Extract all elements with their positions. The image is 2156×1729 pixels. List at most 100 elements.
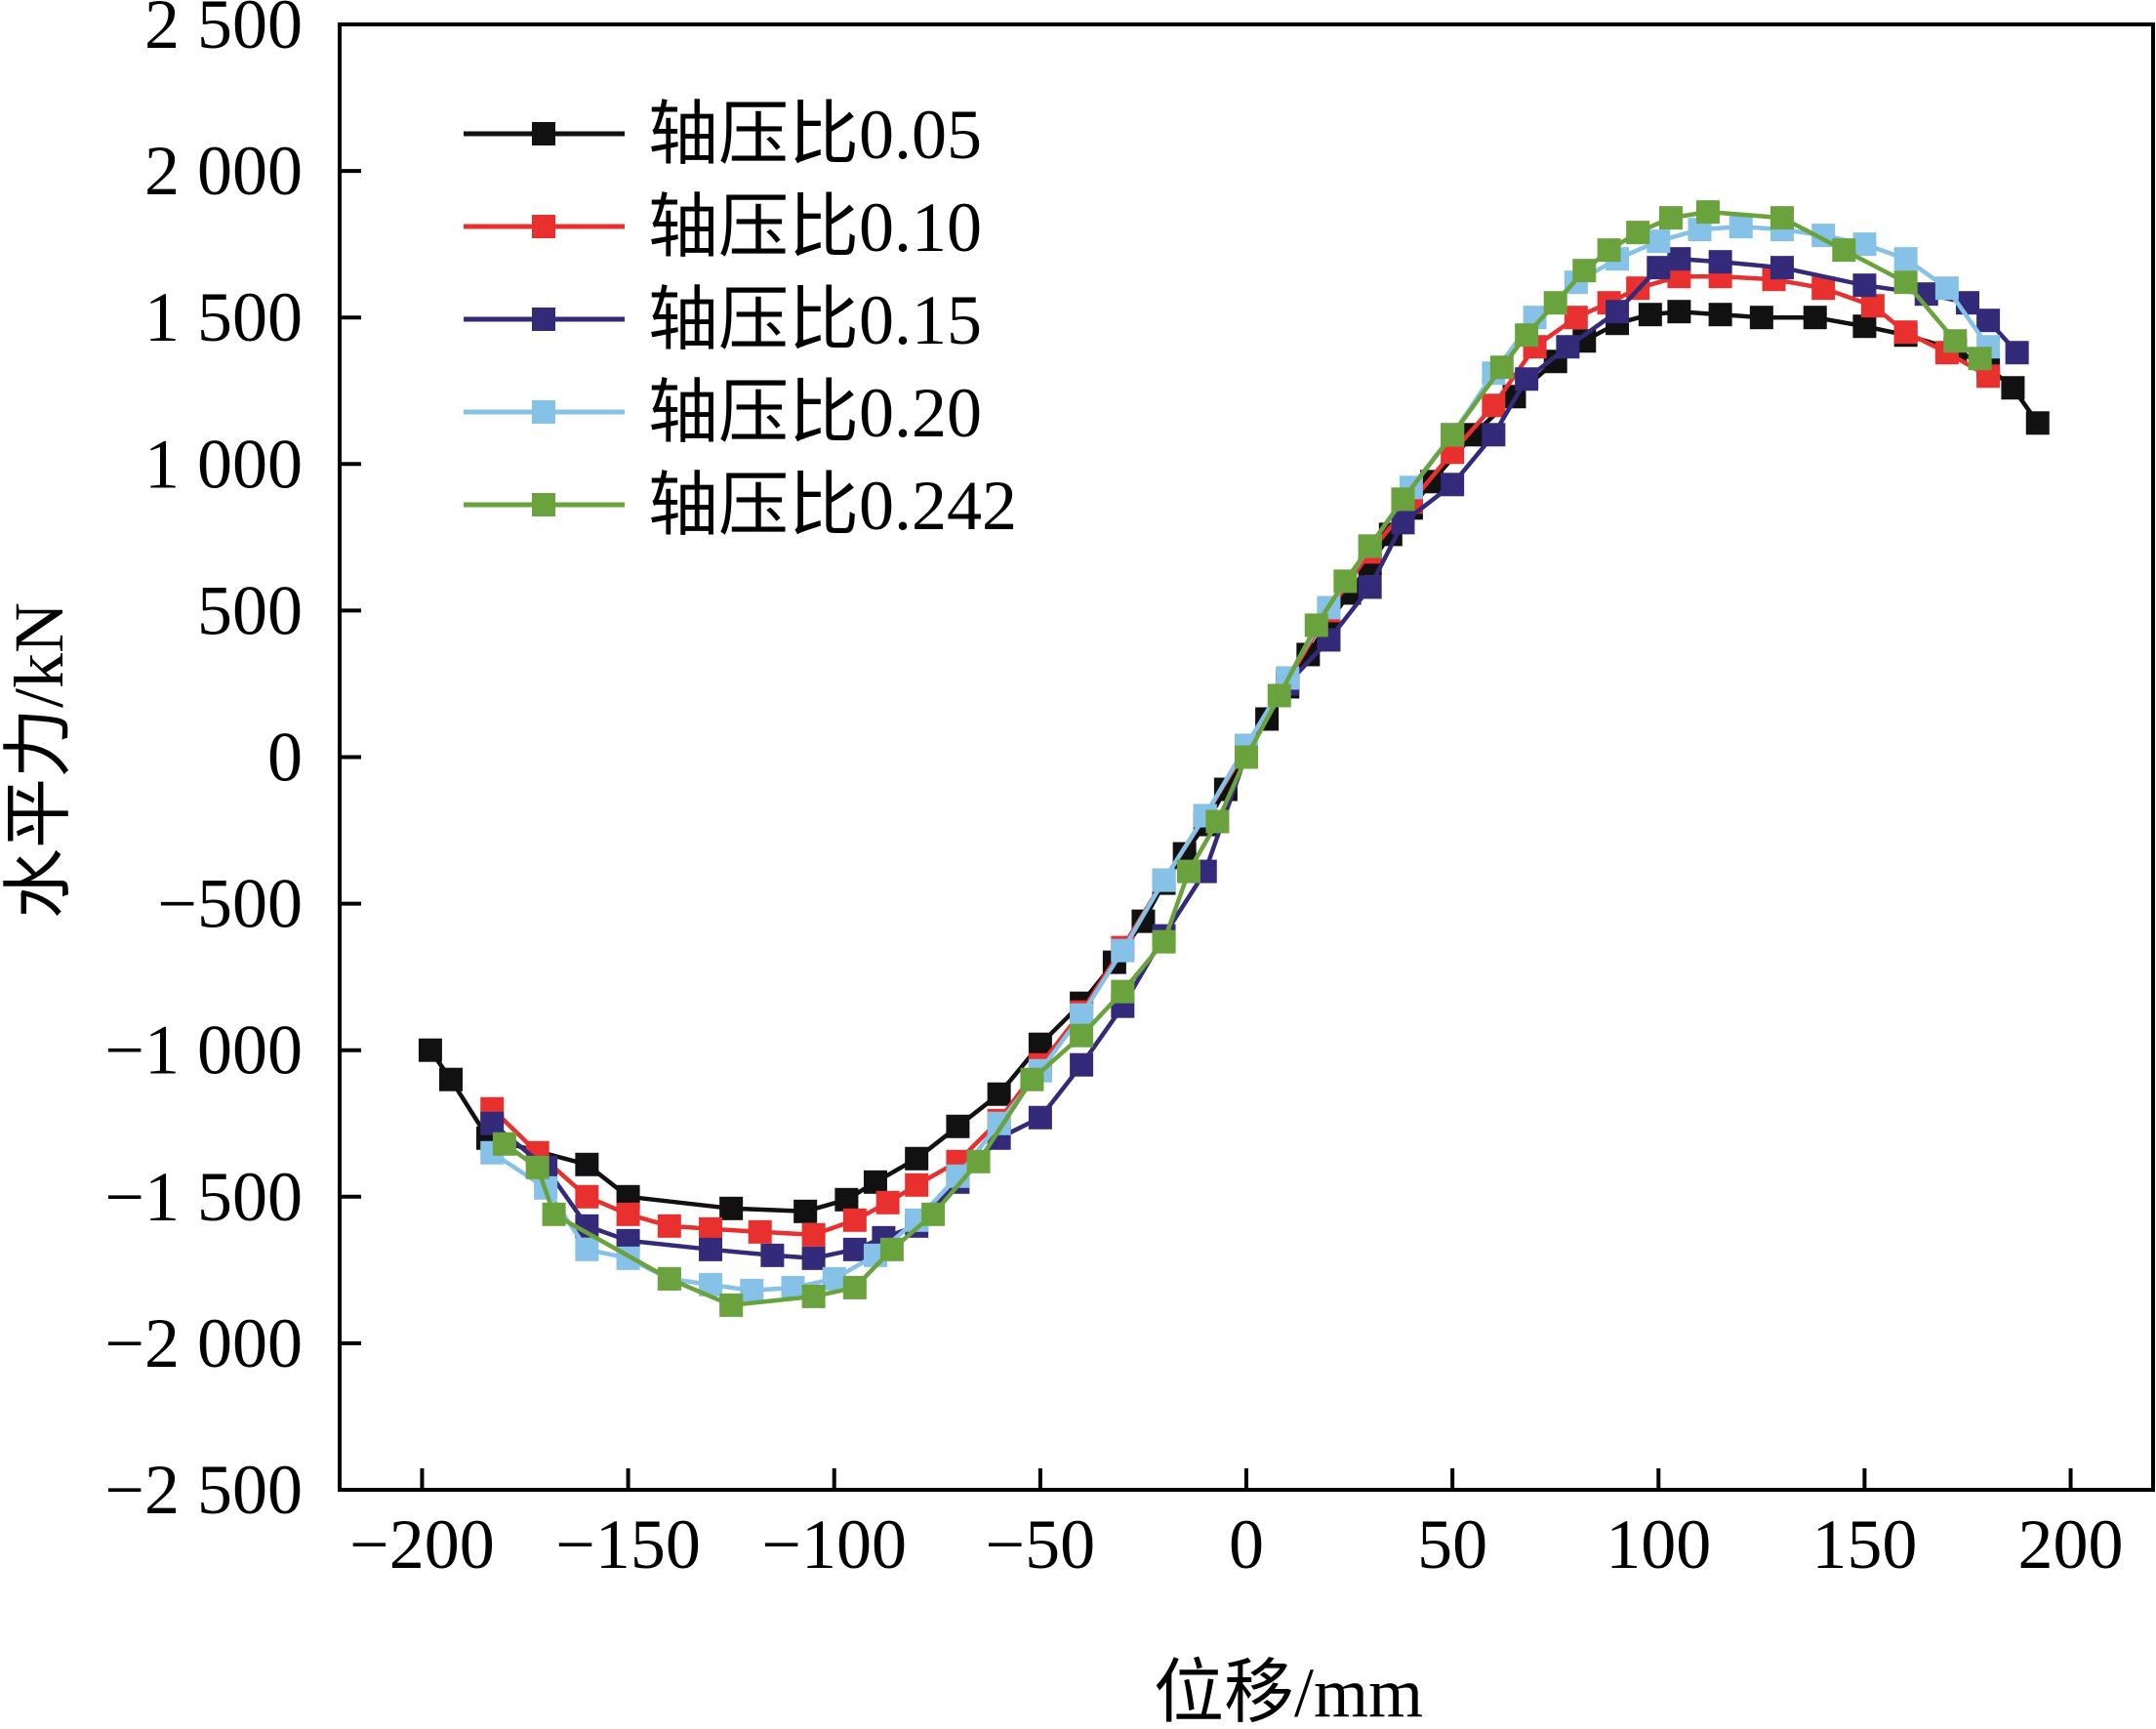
legend-marker	[532, 493, 555, 516]
data-point-marker	[1708, 250, 1732, 274]
y-axis-title: 水平力/kN	[0, 602, 78, 919]
y-tick-label: −2 000	[104, 1304, 303, 1382]
data-point-marker	[1893, 247, 1918, 271]
data-point-marker	[418, 1038, 442, 1062]
y-tick-label: 0	[267, 719, 303, 797]
data-point-marker	[1482, 393, 1506, 418]
legend-item: 轴压比0.15	[464, 281, 982, 359]
data-point-marker	[905, 1146, 929, 1171]
legend-label: 轴压比0.05	[648, 96, 982, 174]
data-point-marker	[1572, 259, 1597, 283]
data-point-marker	[1482, 423, 1506, 447]
x-tick-label: −150	[555, 1505, 701, 1584]
data-point-marker	[1304, 613, 1328, 638]
x-tick-label: 50	[1417, 1505, 1487, 1584]
y-tick-label: −1 000	[104, 1011, 303, 1090]
data-point-marker	[1267, 683, 1291, 708]
data-point-marker	[1658, 206, 1683, 230]
data-point-marker	[822, 1266, 846, 1291]
legend-marker	[532, 308, 555, 331]
data-point-marker	[801, 1246, 826, 1270]
data-point-marker	[1235, 745, 1258, 769]
data-point-marker	[2025, 411, 2050, 435]
data-point-marker	[842, 1275, 867, 1299]
data-point-marker	[1028, 1105, 1052, 1130]
data-point-marker	[439, 1067, 464, 1091]
data-point-marker	[719, 1293, 744, 1317]
legend-marker	[532, 400, 555, 424]
legend-label: 轴压比0.15	[648, 281, 982, 359]
data-point-marker	[575, 1184, 599, 1209]
data-point-marker	[1860, 294, 1885, 318]
data-point-marker	[1976, 309, 2001, 333]
data-point-marker	[1606, 300, 1630, 324]
data-point-marker	[1729, 215, 1753, 239]
data-point-marker	[1943, 329, 1968, 353]
data-point-marker	[1543, 291, 1567, 315]
data-point-marker	[834, 1187, 859, 1212]
data-point-marker	[1638, 303, 1662, 327]
data-point-marker	[525, 1155, 549, 1179]
data-point-marker	[1333, 569, 1358, 594]
data-point-marker	[699, 1216, 723, 1241]
data-point-marker	[1020, 1067, 1044, 1091]
data-point-marker	[781, 1275, 805, 1299]
data-point-marker	[1597, 238, 1621, 263]
legend-item: 轴压比0.10	[464, 188, 982, 267]
data-point-marker	[740, 1278, 764, 1302]
data-point-marker	[1358, 534, 1382, 558]
x-axis-title: 位移/mm	[1154, 1654, 1423, 1729]
y-tick-label: −2 500	[104, 1451, 303, 1529]
data-point-marker	[1441, 423, 1465, 447]
data-point-marker	[987, 1082, 1011, 1106]
data-point-marker	[1647, 256, 1671, 280]
data-point-marker	[1176, 859, 1200, 884]
data-point-marker	[760, 1243, 785, 1267]
data-point-marker	[1070, 1052, 1094, 1077]
data-point-marker	[2001, 376, 2025, 400]
data-point-marker	[575, 1237, 599, 1261]
data-point-marker	[1391, 487, 1415, 512]
series-4	[492, 200, 1992, 1317]
data-point-marker	[1893, 320, 1918, 345]
data-point-marker	[1391, 511, 1415, 535]
data-point-marker	[921, 1202, 946, 1226]
x-tick-label: −200	[349, 1505, 495, 1584]
data-point-marker	[1852, 273, 1877, 298]
data-point-marker	[748, 1219, 772, 1244]
legend-marker	[532, 122, 555, 145]
data-point-marker	[1832, 238, 1856, 263]
data-point-marker	[1489, 355, 1514, 380]
data-point-marker	[699, 1237, 723, 1261]
y-tick-label: −500	[157, 865, 303, 943]
data-point-marker	[2005, 341, 2029, 365]
data-point-marker	[575, 1152, 599, 1176]
data-point-marker	[1667, 300, 1691, 324]
x-tick-label: 150	[1811, 1505, 1917, 1584]
data-point-marker	[1770, 206, 1794, 230]
data-point-marker	[1647, 229, 1671, 254]
data-point-marker	[1852, 232, 1877, 257]
data-point-marker	[1770, 256, 1794, 280]
data-point-marker	[1708, 303, 1732, 327]
data-point-marker	[905, 1173, 929, 1197]
y-tick-label: 1 000	[144, 425, 303, 503]
data-point-marker	[1968, 347, 1992, 371]
data-point-marker	[946, 1114, 970, 1138]
data-point-marker	[842, 1237, 867, 1261]
y-tick-label: 2 500	[144, 0, 303, 63]
data-point-marker	[1893, 270, 1918, 295]
legend-label: 轴压比0.242	[648, 467, 1017, 545]
data-point-marker	[1803, 306, 1827, 330]
y-tick-label: 2 000	[144, 132, 303, 210]
data-point-marker	[1667, 247, 1691, 271]
data-point-marker	[1556, 335, 1580, 359]
data-point-marker	[1111, 938, 1135, 963]
legend-item: 轴压比0.242	[464, 467, 1017, 545]
x-tick-label: 0	[1229, 1505, 1264, 1584]
legend-item: 轴压比0.20	[464, 374, 982, 452]
legend-marker	[532, 215, 555, 238]
data-point-marker	[657, 1266, 681, 1291]
data-point-marker	[492, 1132, 516, 1156]
data-point-marker	[793, 1199, 818, 1223]
